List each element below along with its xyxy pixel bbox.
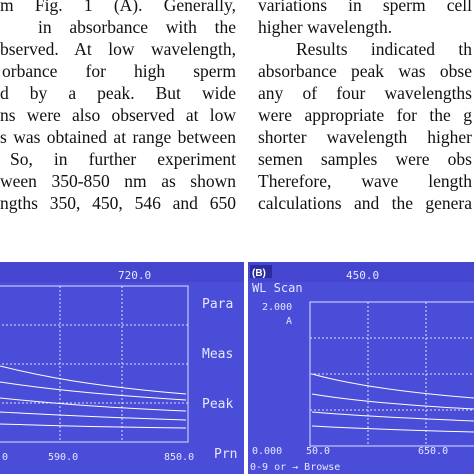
y-max-label: 2.000	[262, 302, 292, 313]
absorbance-curves	[0, 365, 187, 429]
right-text-column: variations in sperm cell higher waveleng…	[258, 0, 474, 260]
text-line: semen samples were obs	[258, 149, 472, 169]
text-line: ween 350-850 nm as shown	[0, 171, 236, 191]
figure-a-screen: 720.0 Para Meas Peak Prn 0 590.0 850.0	[0, 262, 244, 474]
text-line: Results indicated th	[296, 39, 472, 59]
x-tick-label: 650.0	[418, 446, 448, 457]
text-line: were appropriate for the g	[258, 105, 472, 125]
text-line: ngths 350, 450, 546 and 650	[0, 193, 236, 213]
text-line: higher wavelength.	[258, 17, 393, 37]
y-unit-label: A	[286, 316, 292, 327]
text-line: bserved. At low wavelength,	[0, 39, 236, 59]
left-text-column: m Fig. 1 (A). Generally, in absorbance w…	[0, 0, 240, 260]
text-line: ns were also observed at low	[0, 105, 236, 125]
mode-title: WL Scan	[252, 281, 303, 295]
text-line: in absorbance with the	[38, 17, 236, 37]
x-tick-label: 850.0	[164, 452, 194, 463]
text-line: shorter wavelength higher	[258, 127, 472, 147]
text-line: orbance for high sperm	[2, 61, 236, 81]
text-line: d by a peak. But wide	[0, 83, 236, 103]
menu-prn: Prn	[214, 447, 237, 462]
menu-para: Para	[202, 297, 233, 312]
menu-meas: Meas	[202, 347, 233, 362]
top-value: 720.0	[118, 269, 151, 282]
bottom-hint: 0-9 or → Browse	[250, 462, 340, 473]
text-line: any of four wavelengths	[258, 83, 472, 103]
text-line: absorbance peak was obse	[258, 61, 472, 81]
text-line: calculations and the genera	[258, 193, 472, 213]
x-tick-label: 590.0	[48, 452, 78, 463]
top-value: 450.0	[346, 269, 379, 282]
text-line: m Fig. 1 (A). Generally,	[0, 0, 236, 15]
panel-label: (B)	[252, 268, 266, 279]
y-min-label: 0.000	[252, 446, 282, 457]
text-line: So, in further experiment	[10, 149, 236, 169]
absorbance-curves	[311, 373, 474, 433]
text-line: variations in sperm cell	[258, 0, 472, 15]
menu-peak: Peak	[202, 397, 233, 412]
figure-b-plot: (B) WL Scan 450.0 2.000 A 0.000 50.0 650…	[248, 262, 474, 473]
x-tick-label: 0	[2, 452, 8, 463]
plot-grid	[309, 301, 474, 447]
x-tick-label: 50.0	[306, 446, 330, 457]
figure-a-plot: 720.0 Para Meas Peak Prn 0 590.0 850.0	[0, 262, 244, 463]
plot-grid	[0, 285, 189, 443]
figure-b-screen: (B) WL Scan 450.0 2.000 A 0.000 50.0 650…	[248, 262, 474, 474]
text-line: s was obtained at range between	[0, 127, 236, 147]
text-line: Therefore, wave length	[258, 171, 472, 191]
